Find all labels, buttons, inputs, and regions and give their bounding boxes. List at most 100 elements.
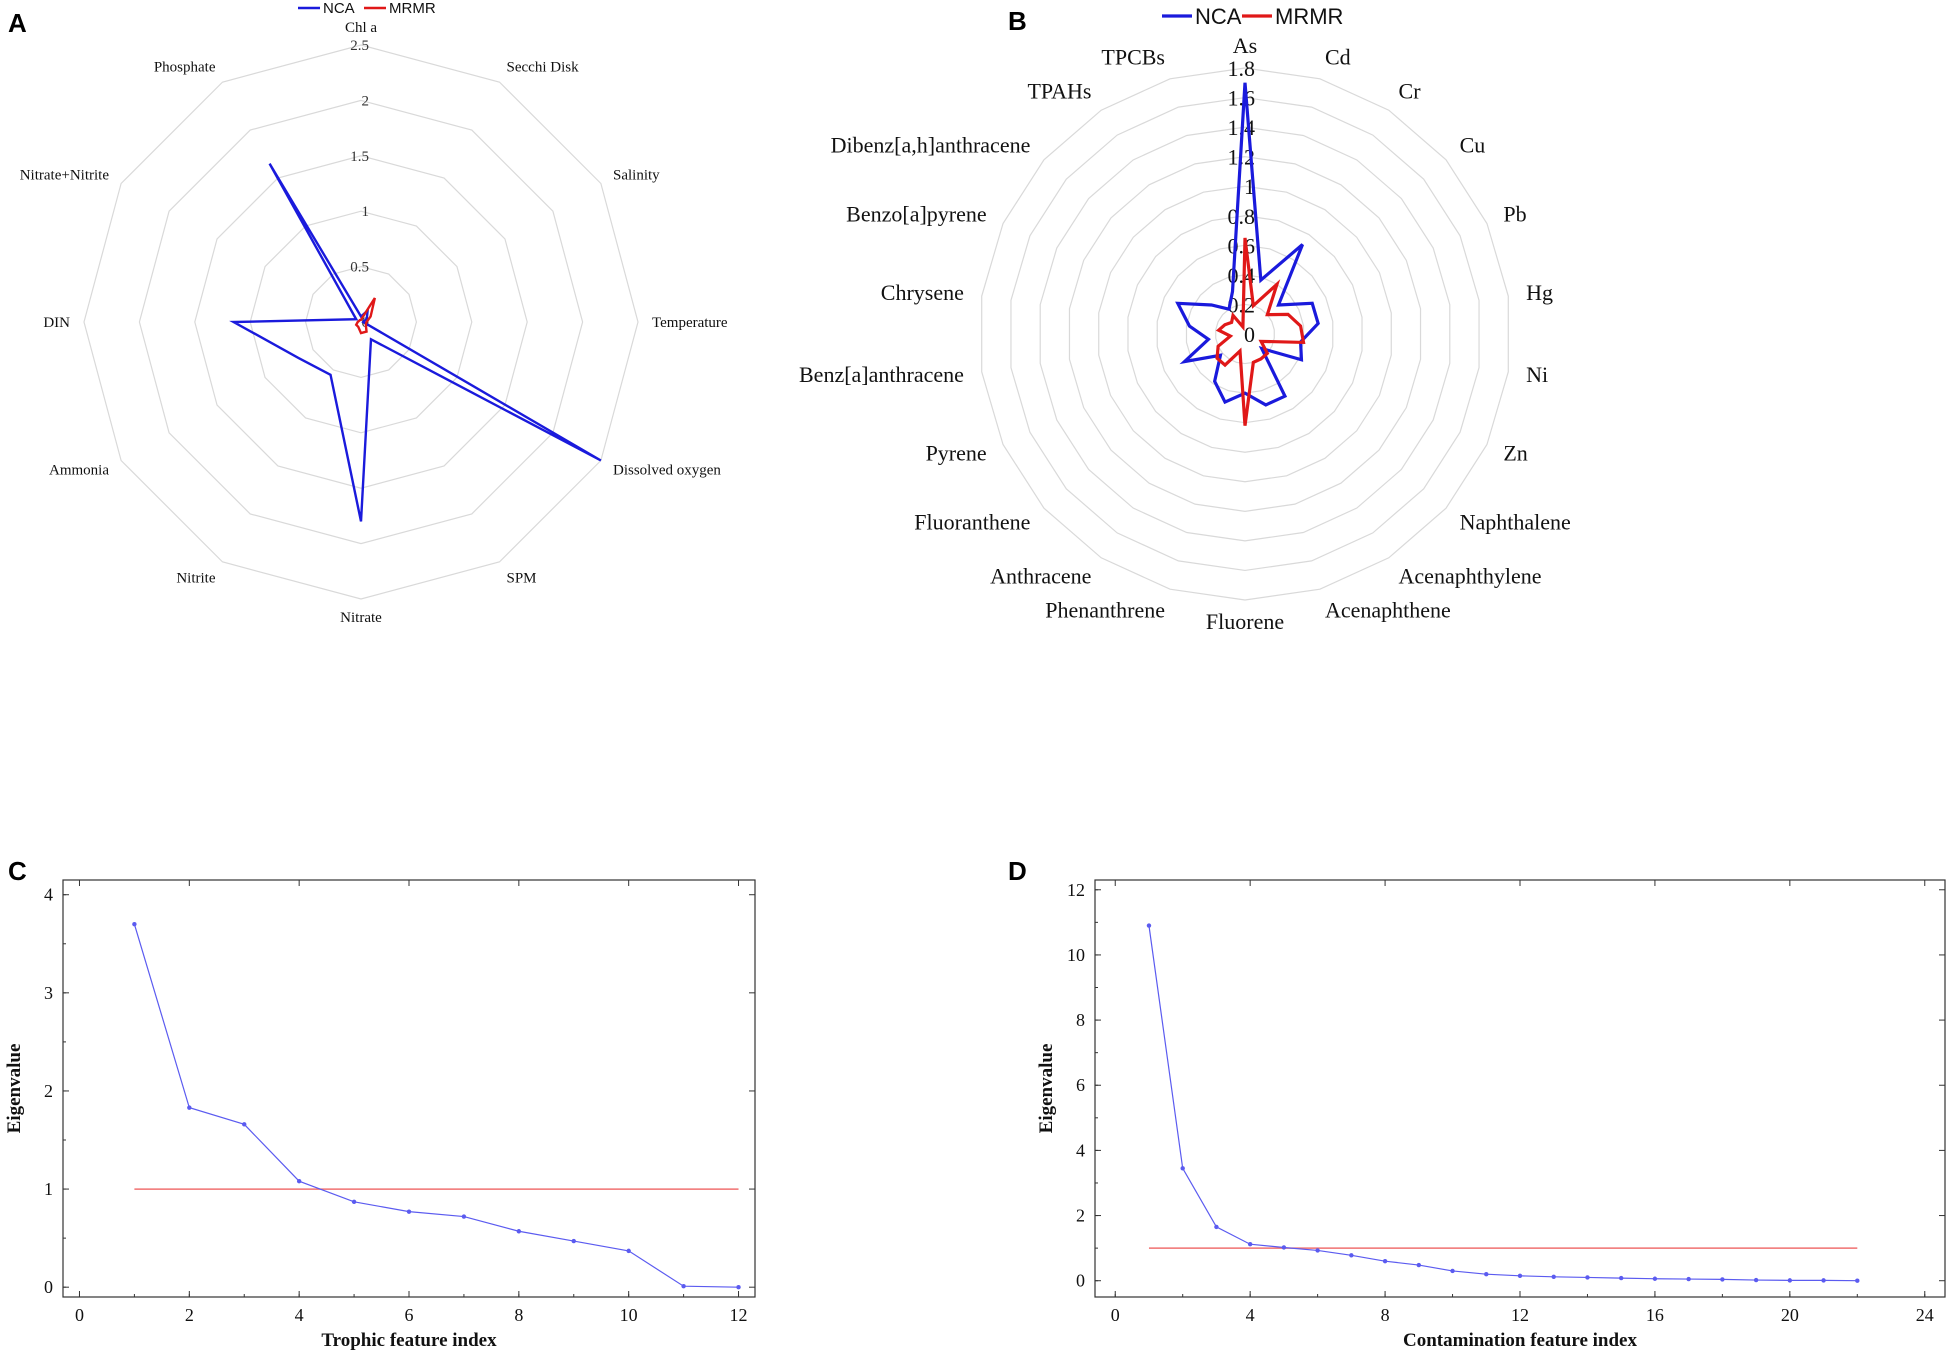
grid-ring xyxy=(138,99,584,545)
eigenvalue-point xyxy=(406,1209,412,1214)
eigenvalue-point xyxy=(1585,1275,1590,1280)
y-tick-label: 0 xyxy=(1076,1271,1085,1291)
eigenvalue-line xyxy=(1148,925,1858,1282)
x-tick-label: 24 xyxy=(1916,1305,1934,1325)
axis-label-fluoranthene: Fluoranthene xyxy=(914,510,1030,535)
axis-label-zn: Zn xyxy=(1503,441,1527,466)
x-axis-title: Trophic feature index xyxy=(321,1330,497,1351)
y-tick-label: 4 xyxy=(44,885,53,905)
grid-ring xyxy=(1010,96,1480,572)
y-tick-label: 2 xyxy=(1076,1206,1085,1226)
y-axis-title: Eigenvalue xyxy=(4,1044,25,1134)
eigenvalue-point xyxy=(1821,1278,1826,1283)
legend-label-nca: NCA xyxy=(323,0,355,17)
axis-label-anthracene: Anthracene xyxy=(990,563,1091,588)
x-tick-label: 16 xyxy=(1646,1305,1664,1325)
y-tick-label: 4 xyxy=(1076,1140,1085,1160)
axis-label-acenaphthylene: Acenaphthylene xyxy=(1399,563,1542,588)
eigenvalue-point xyxy=(1686,1276,1691,1282)
eigenvalue-point xyxy=(1349,1253,1354,1258)
series-mrmr xyxy=(354,297,377,335)
x-tick-label: 4 xyxy=(1246,1305,1255,1325)
x-tick-label: 0 xyxy=(1111,1305,1120,1325)
y-tick-label: 8 xyxy=(1076,1010,1085,1030)
axis-label-pb: Pb xyxy=(1503,201,1526,226)
x-tick-label: 0 xyxy=(75,1305,84,1325)
grid-ring xyxy=(83,44,639,600)
axis-label-cu: Cu xyxy=(1460,132,1486,157)
eigenvalue-point xyxy=(1315,1248,1320,1253)
eigenvalue-point xyxy=(681,1284,686,1289)
grid-ring xyxy=(304,265,418,379)
axis-label-naphthalene: Naphthalene xyxy=(1460,510,1571,535)
eigenvalue-point xyxy=(132,921,137,927)
radar-chart-b: 00.20.40.60.811.21.41.61.8As CdCrCuPbHgNi… xyxy=(799,4,1571,634)
radial-tick-label: 1.6 xyxy=(1228,86,1256,111)
axis-label-chl-a: Chl a xyxy=(345,20,377,36)
x-tick-label: 10 xyxy=(620,1305,638,1325)
radial-tick-label: 0.6 xyxy=(1228,233,1256,258)
radial-tick-label: 0.8 xyxy=(1228,204,1256,229)
radial-tick-label: 1.5 xyxy=(350,149,369,165)
series-nca xyxy=(1175,82,1320,407)
axis-label-ammonia: Ammonia xyxy=(49,463,109,479)
radial-tick-label: 2.5 xyxy=(350,38,369,54)
eigenvalue-point xyxy=(187,1105,192,1110)
axis-label-benzo-a-pyrene: Benzo[a]pyrene xyxy=(846,201,986,226)
panel-letter-c: C xyxy=(8,856,27,886)
grid-ring xyxy=(981,67,1509,601)
y-tick-label: 12 xyxy=(1067,880,1085,900)
eigenvalue-point xyxy=(1416,1262,1422,1268)
axis-label-acenaphthene: Acenaphthene xyxy=(1325,597,1451,622)
y-tick-label: 6 xyxy=(1076,1075,1085,1095)
radial-tick-label: 1 xyxy=(1244,174,1255,199)
axis-label-pyrene: Pyrene xyxy=(926,441,987,466)
eigenvalue-point xyxy=(1214,1224,1219,1230)
eigenvalue-point xyxy=(571,1238,576,1244)
x-tick-label: 8 xyxy=(1381,1305,1390,1325)
eigenvalue-point xyxy=(626,1248,631,1254)
plot-frame xyxy=(1094,879,1946,1298)
radial-tick-label: 1.8 xyxy=(1228,56,1256,81)
axis-label-tpahs: TPAHs xyxy=(1027,79,1091,104)
eigenvalue-point xyxy=(296,1179,302,1184)
radial-tick-label: 0.5 xyxy=(350,260,369,276)
eigenvalue-point xyxy=(1450,1268,1455,1274)
eigenvalue-point xyxy=(1753,1277,1759,1283)
y-tick-label: 3 xyxy=(44,983,53,1003)
axis-label-din: DIN xyxy=(43,315,70,331)
x-axis-title: Contamination feature index xyxy=(1403,1330,1637,1351)
axis-label-tpcbs: TPCBs xyxy=(1101,45,1165,70)
y-tick-label: 10 xyxy=(1067,945,1085,965)
grid-ring xyxy=(249,210,473,434)
axis-label-phenanthrene: Phenanthrene xyxy=(1045,597,1165,622)
eigenvalue-point xyxy=(1484,1271,1489,1277)
grid-ring xyxy=(194,155,528,489)
axis-label-chrysene: Chrysene xyxy=(881,280,964,305)
axis-label-temperature: Temperature xyxy=(652,315,728,331)
grid-ring xyxy=(1098,185,1392,483)
axis-label-dissolved-oxygen: Dissolved oxygen xyxy=(613,463,721,479)
eigenvalue-point xyxy=(1517,1273,1523,1279)
eigenvalue-point xyxy=(1652,1276,1658,1281)
grid-ring xyxy=(1127,215,1363,453)
eigenvalue-point xyxy=(1720,1277,1725,1282)
series-nca xyxy=(229,163,602,522)
axis-label-nitrite: Nitrite xyxy=(176,570,215,586)
eigenvalue-point xyxy=(1281,1245,1287,1250)
axis-label-benz-a-anthracene: Benz[a]anthracene xyxy=(799,362,964,387)
radial-tick-label: 1 xyxy=(362,204,370,220)
eigenvalue-point xyxy=(242,1122,247,1127)
legend-label-mrmr: MRMR xyxy=(389,0,436,17)
panel-letter-d: D xyxy=(1008,856,1027,886)
eigenvalue-point xyxy=(1180,1166,1185,1171)
axis-label-cr: Cr xyxy=(1399,79,1422,104)
y-tick-label: 0 xyxy=(44,1277,53,1297)
eigenvalue-point xyxy=(516,1229,522,1234)
axis-label-nitrate-nitrite: Nitrate+Nitrite xyxy=(20,168,110,184)
panel-letter-a: A xyxy=(8,8,27,38)
